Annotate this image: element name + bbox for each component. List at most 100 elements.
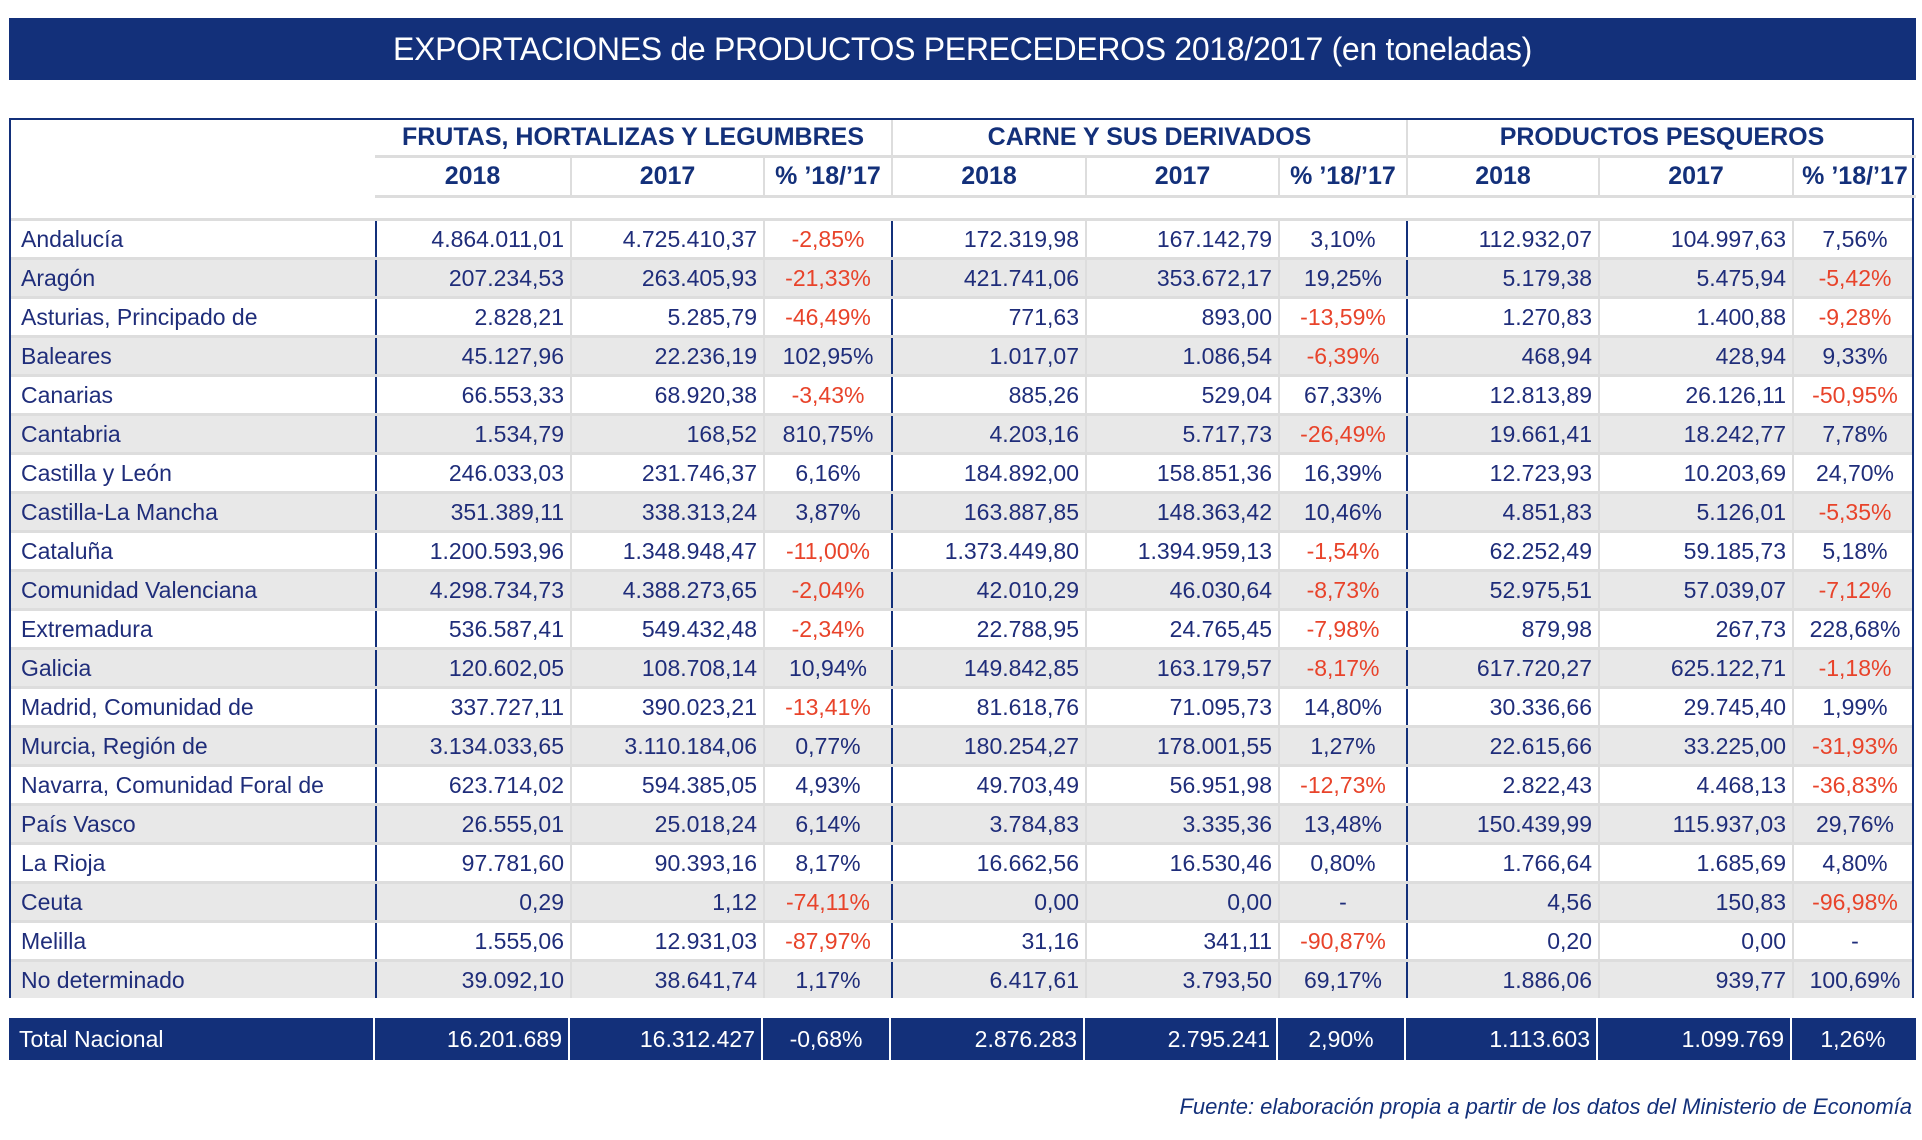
table-row: Galicia 120.602,05 108.708,14 10,94% 149.842… bbox=[11, 647, 1912, 686]
table-cell: 14,80% bbox=[1278, 689, 1406, 725]
table-row: Navarra, Comunidad Foral de 623.714,02 594… bbox=[11, 764, 1912, 803]
table-cell: 263.405,93 bbox=[570, 260, 763, 296]
table-cell: 3,87% bbox=[763, 494, 891, 530]
table-cell: 81.618,76 bbox=[891, 689, 1085, 725]
table-cell: 2.795.241 bbox=[1083, 1018, 1276, 1060]
table-cell: 168,52 bbox=[570, 416, 763, 452]
table-cell: 1.270,83 bbox=[1406, 299, 1598, 335]
table-cell: 158.851,36 bbox=[1085, 455, 1278, 491]
table-row: Cantabria 1.534,79 168,52 810,75% 4.203,16 5.… bbox=[11, 413, 1912, 452]
table-row: Extremadura 536.587,41 549.432,48 -2,34% 22.… bbox=[11, 608, 1912, 647]
table-cell: 22.615,66 bbox=[1406, 728, 1598, 764]
table-cell: 10,94% bbox=[763, 650, 891, 686]
table-cell: 42.010,29 bbox=[891, 572, 1085, 608]
table-row: Murcia, Región de 3.134.033,65 3.110.184,0… bbox=[11, 725, 1912, 764]
table-cell: 2.822,43 bbox=[1406, 767, 1598, 803]
table-cell: 150.439,99 bbox=[1406, 806, 1598, 842]
table-cell: -2,85% bbox=[763, 221, 891, 257]
table-cell: 4.468,13 bbox=[1598, 767, 1792, 803]
table-cell: -74,11% bbox=[763, 884, 891, 920]
table-row: Castilla-La Mancha 351.389,11 338.313,24 3,… bbox=[11, 491, 1912, 530]
table-row: Melilla 1.555,06 12.931,03 -87,97% 31,16 341,… bbox=[11, 920, 1912, 959]
table-cell: 7,78% bbox=[1792, 416, 1916, 452]
table-cell: 529,04 bbox=[1085, 377, 1278, 413]
table-cell: 5.285,79 bbox=[570, 299, 763, 335]
table-cell: 0,20 bbox=[1406, 923, 1598, 959]
table-cell: 172.319,98 bbox=[891, 221, 1085, 257]
column-header: 2018 bbox=[375, 158, 570, 198]
table-cell: 879,98 bbox=[1406, 611, 1598, 647]
table-cell: 3.110.184,06 bbox=[570, 728, 763, 764]
region-name: País Vasco bbox=[21, 810, 136, 837]
table-cell: 22.236,19 bbox=[570, 338, 763, 374]
table-cell: 1.685,69 bbox=[1598, 845, 1792, 881]
table-cell: 90.393,16 bbox=[570, 845, 763, 881]
table-cell: 52.975,51 bbox=[1406, 572, 1598, 608]
table-cell: 4.298.734,73 bbox=[375, 572, 570, 608]
region-name: Comunidad Valenciana bbox=[21, 576, 258, 603]
group-header: FRUTAS, HORTALIZAS Y LEGUMBRES bbox=[375, 120, 891, 158]
table-cell: 6,14% bbox=[763, 806, 891, 842]
table-cell: 4.388.273,65 bbox=[570, 572, 763, 608]
table-row: Castilla y León 246.033,03 231.746,37 6,16%… bbox=[11, 452, 1912, 491]
table-cell: 1,12 bbox=[570, 884, 763, 920]
table-cell: -2,34% bbox=[763, 611, 891, 647]
table-cell: -21,33% bbox=[763, 260, 891, 296]
table-cell: -50,95% bbox=[1792, 377, 1916, 413]
table-row: Aragón 207.234,53 263.405,93 -21,33% 421.741… bbox=[11, 257, 1912, 296]
table-cell: -7,12% bbox=[1792, 572, 1916, 608]
region-name: Melilla bbox=[21, 927, 87, 954]
table-cell: 4.203,16 bbox=[891, 416, 1085, 452]
table-cell: 4.851,83 bbox=[1406, 494, 1598, 530]
table-cell: 104.997,63 bbox=[1598, 221, 1792, 257]
exports-table: FRUTAS, HORTALIZAS Y LEGUMBRES CARNE Y SU… bbox=[9, 118, 1916, 998]
table-cell: 3.335,36 bbox=[1085, 806, 1278, 842]
region-name: Navarra, Comunidad Foral de bbox=[21, 771, 324, 798]
table-row: País Vasco 26.555,01 25.018,24 6,14% 3.784,8… bbox=[11, 803, 1912, 842]
table-cell: 38.641,74 bbox=[570, 962, 763, 998]
region-name: Andalucía bbox=[21, 225, 124, 252]
table-cell: 228,68% bbox=[1792, 611, 1916, 647]
region-name: Galicia bbox=[21, 654, 92, 681]
region-name: Canarias bbox=[21, 381, 114, 408]
table-cell: 625.122,71 bbox=[1598, 650, 1792, 686]
table-cell: 3.793,50 bbox=[1085, 962, 1278, 998]
table-cell: -87,97% bbox=[763, 923, 891, 959]
table-cell: 0,00 bbox=[891, 884, 1085, 920]
table-cell: 26.555,01 bbox=[375, 806, 570, 842]
table-cell: 1,99% bbox=[1792, 689, 1916, 725]
table-cell: 939,77 bbox=[1598, 962, 1792, 998]
table-cell: 24.765,45 bbox=[1085, 611, 1278, 647]
table-cell: 30.336,66 bbox=[1406, 689, 1598, 725]
region-name: Castilla-La Mancha bbox=[21, 498, 218, 525]
table-cell: 59.185,73 bbox=[1598, 533, 1792, 569]
table-cell: 19.661,41 bbox=[1406, 416, 1598, 452]
table-cell: 112.932,07 bbox=[1406, 221, 1598, 257]
table-cell: -8,17% bbox=[1278, 650, 1406, 686]
table-cell: -1,18% bbox=[1792, 650, 1916, 686]
table-cell: -11,00% bbox=[763, 533, 891, 569]
table-cell: -13,59% bbox=[1278, 299, 1406, 335]
table-row: Cataluña 1.200.593,96 1.348.948,47 -11,00% 1… bbox=[11, 530, 1912, 569]
table-cell: 66.553,33 bbox=[375, 377, 570, 413]
region-name: Baleares bbox=[21, 342, 112, 369]
table-row: No determinado 39.092,10 38.641,74 1,17% 6.4… bbox=[11, 959, 1912, 998]
table-cell: -26,49% bbox=[1278, 416, 1406, 452]
column-header: 2017 bbox=[1085, 158, 1278, 198]
table-cell: 1.200.593,96 bbox=[375, 533, 570, 569]
table-cell: 62.252,49 bbox=[1406, 533, 1598, 569]
group-header: PRODUCTOS PESQUEROS bbox=[1406, 120, 1916, 158]
table-cell: 19,25% bbox=[1278, 260, 1406, 296]
table-cell: 150,83 bbox=[1598, 884, 1792, 920]
table-cell: 57.039,07 bbox=[1598, 572, 1792, 608]
table-cell: 231.746,37 bbox=[570, 455, 763, 491]
table-cell: 56.951,98 bbox=[1085, 767, 1278, 803]
table-cell: -36,83% bbox=[1792, 767, 1916, 803]
region-name: Asturias, Principado de bbox=[21, 303, 258, 330]
group-header: CARNE Y SUS DERIVADOS bbox=[891, 120, 1406, 158]
region-name: Total Nacional bbox=[19, 1025, 164, 1052]
table-cell: -6,39% bbox=[1278, 338, 1406, 374]
table-cell: 1.886,06 bbox=[1406, 962, 1598, 998]
table-cell: 24,70% bbox=[1792, 455, 1916, 491]
table-row: La Rioja 97.781,60 90.393,16 8,17% 16.662,56… bbox=[11, 842, 1912, 881]
